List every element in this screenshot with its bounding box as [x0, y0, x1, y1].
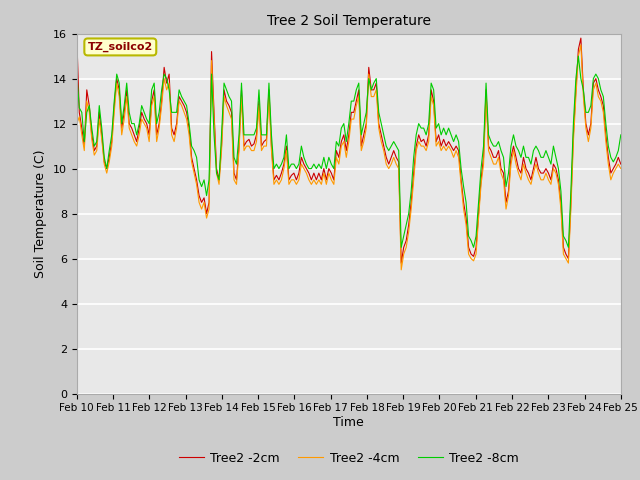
Tree2 -4cm: [100, 161, 108, 167]
Tree2 -2cm: [285, 177, 292, 183]
Text: TZ_soilco2: TZ_soilco2: [88, 42, 153, 52]
Line: Tree2 -4cm: Tree2 -4cm: [77, 45, 621, 270]
Title: Tree 2 Soil Temperature: Tree 2 Soil Temperature: [267, 14, 431, 28]
Tree2 -8cm: [292, 166, 300, 171]
Line: Tree2 -8cm: Tree2 -8cm: [77, 56, 621, 247]
Tree2 -8cm: [73, 71, 81, 77]
Tree2 -2cm: [484, 143, 492, 149]
Line: Tree2 -2cm: Tree2 -2cm: [77, 38, 621, 263]
Tree2 -4cm: [415, 139, 422, 144]
Legend: Tree2 -2cm, Tree2 -4cm, Tree2 -8cm: Tree2 -2cm, Tree2 -4cm, Tree2 -8cm: [173, 447, 524, 469]
Tree2 -2cm: [100, 159, 108, 165]
X-axis label: Time: Time: [333, 416, 364, 429]
Tree2 -4cm: [397, 267, 405, 273]
Tree2 -8cm: [100, 155, 108, 160]
Tree2 -8cm: [285, 166, 292, 171]
Tree2 -2cm: [292, 177, 300, 183]
Tree2 -8cm: [397, 244, 405, 250]
Tree2 -8cm: [575, 53, 582, 59]
Tree2 -8cm: [484, 132, 492, 138]
Y-axis label: Soil Temperature (C): Soil Temperature (C): [35, 149, 47, 278]
Tree2 -4cm: [292, 181, 300, 187]
Tree2 -2cm: [73, 35, 81, 41]
Tree2 -4cm: [617, 166, 625, 171]
Tree2 -8cm: [415, 120, 422, 126]
Tree2 -4cm: [285, 181, 292, 187]
Tree2 -4cm: [484, 148, 492, 154]
Tree2 -8cm: [617, 132, 625, 138]
Tree2 -2cm: [397, 260, 405, 266]
Tree2 -4cm: [73, 120, 81, 126]
Tree2 -2cm: [522, 166, 530, 171]
Tree2 -8cm: [522, 155, 530, 160]
Tree2 -4cm: [522, 170, 530, 176]
Tree2 -2cm: [617, 161, 625, 167]
Tree2 -4cm: [577, 42, 585, 48]
Tree2 -2cm: [415, 132, 422, 138]
